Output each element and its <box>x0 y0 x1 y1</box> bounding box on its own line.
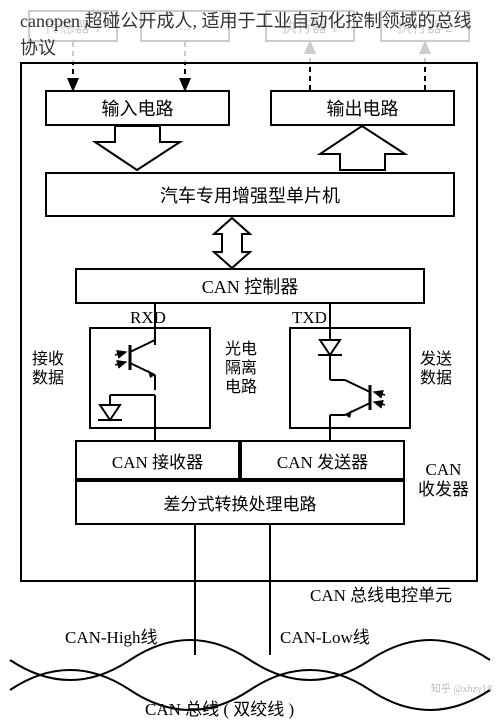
can-diagram: 传感器 1 ... 执行器 1 执行器 2 输入电路 输出电路 汽车专用增强型单… <box>0 0 500 724</box>
txd-label: TXD <box>292 308 327 328</box>
can-bus-label: CAN 总线 ( 双绞线 ) <box>145 700 294 720</box>
ecu-label: CAN 总线电控单元 <box>310 586 452 606</box>
can-low-label: CAN-Low线 <box>280 628 370 648</box>
can-high-label: CAN-High线 <box>65 628 158 648</box>
can-receiver: CAN 接收器 <box>75 440 240 480</box>
can-controller: CAN 控制器 <box>75 268 425 304</box>
can-transceiver-label: CAN 收发器 <box>418 460 469 501</box>
diff-circuit: 差分式转换处理电路 <box>75 480 405 525</box>
output-circuit: 输出电路 <box>270 90 455 126</box>
rxd-label: RXD <box>130 308 166 328</box>
send-data-label: 发送 数据 <box>420 350 452 388</box>
recv-data-label: 接收 数据 <box>32 350 64 388</box>
watermark: 知乎 @xhzy18 <box>431 680 492 695</box>
can-sender: CAN 发送器 <box>240 440 405 480</box>
mcu: 汽车专用增强型单片机 <box>45 172 455 217</box>
page-title: canopen 超碰公开成人, 适用于工业自动化控制领域的总线协议 <box>20 8 480 62</box>
input-circuit: 输入电路 <box>45 90 230 126</box>
opto-label: 光电 隔离 电路 <box>225 340 257 398</box>
